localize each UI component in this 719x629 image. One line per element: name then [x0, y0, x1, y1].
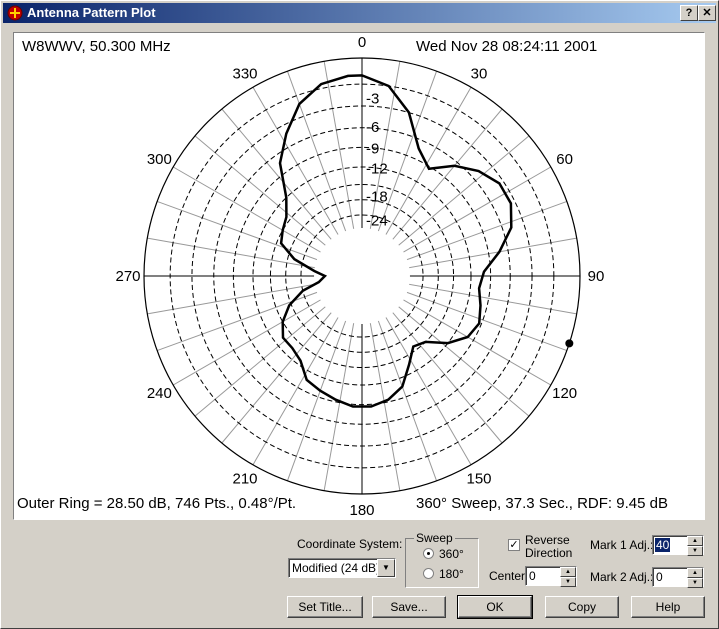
mark1-value: 40	[655, 538, 671, 552]
help-title-button[interactable]: ?	[680, 5, 698, 21]
coord-system-select[interactable]: Modified (24 dB) ▼	[288, 558, 396, 578]
grid-ring-6	[285, 199, 439, 353]
mark1-input[interactable]: 40	[652, 535, 704, 555]
angle-label-90: 90	[588, 268, 605, 285]
mark1-spinner[interactable]: ▲ ▼	[687, 536, 703, 556]
coord-system-label: Coordinate System:	[297, 537, 403, 551]
antenna-pattern-line	[278, 74, 513, 408]
angle-label-60: 60	[556, 151, 573, 168]
center-value: 0	[529, 569, 536, 583]
sweep-label: Sweep	[414, 531, 455, 545]
chevron-down-icon[interactable]: ▼	[377, 559, 395, 577]
angle-label-30: 30	[471, 65, 488, 82]
outer-ring	[143, 57, 581, 495]
ok-button[interactable]: OK	[457, 595, 533, 619]
grid-ring-0	[169, 83, 555, 469]
ring-label-9: -9	[366, 141, 379, 158]
plot-station-label: W8WWV, 50.300 MHz	[22, 38, 171, 55]
grid-ring-7	[300, 214, 424, 338]
center-spinner[interactable]: ▲ ▼	[560, 567, 576, 587]
grid-ring-2	[213, 127, 511, 425]
direction-label: Direction	[525, 546, 573, 560]
window-title: Antenna Pattern Plot	[27, 5, 156, 20]
grid-ring-3	[232, 146, 492, 406]
app-icon	[7, 5, 23, 21]
ring-label-3: -3	[366, 91, 379, 108]
title-bar[interactable]: Antenna Pattern Plot ? ✕	[3, 3, 716, 23]
reverse-direction-checkbox[interactable]: ✓	[508, 539, 520, 551]
reverse-label: Reverse	[525, 533, 570, 547]
ring-label-6: -6	[366, 119, 379, 136]
grid-ring-1	[191, 105, 533, 447]
angle-label-180: 180	[349, 502, 374, 519]
mark2-value: 0	[656, 570, 663, 584]
mark1-label: Mark 1 Adj.:	[590, 538, 654, 552]
sweep-group: Sweep	[405, 531, 479, 588]
sweep-180-label: 180°	[439, 567, 464, 581]
save-button[interactable]: Save...	[372, 596, 446, 618]
plot-sweep-label: 360° Sweep, 37.3 Sec., RDF: 9.45 dB	[416, 495, 668, 512]
grid-ring-4	[252, 166, 472, 386]
mark-point	[565, 339, 574, 348]
angle-label-210: 210	[232, 471, 257, 488]
ring-label-24: -24	[366, 213, 388, 230]
polar-chart-svg: 0 30 60 90 120 150 180 210 240 270 300 330 -3 -6 -9 -12…	[17, 34, 668, 519]
plot-outer-ring-label: Outer Ring = 28.50 dB, 746 Pts., 0.48°/P…	[17, 495, 296, 512]
center-disc	[314, 228, 410, 324]
set-title-button[interactable]: Set Title...	[287, 596, 363, 618]
polar-plot: 0 30 60 90 120 150 180 210 240 270 300 330 -3 -6 -9 -12…	[13, 32, 705, 520]
coord-system-value: Modified (24 dB)	[292, 561, 381, 575]
angle-label-150: 150	[466, 471, 491, 488]
copy-button[interactable]: Copy	[545, 596, 619, 618]
angle-label-120: 120	[552, 385, 577, 402]
angle-label-270: 270	[115, 268, 140, 285]
plot-date-label: Wed Nov 28 08:24:11 2001	[416, 38, 597, 55]
center-label: Center:	[489, 569, 529, 583]
help-button[interactable]: Help	[631, 596, 705, 618]
mark2-label: Mark 2 Adj.:	[590, 570, 654, 584]
angle-label-330: 330	[232, 65, 257, 82]
ring-label-18: -18	[366, 189, 388, 206]
angle-label-300: 300	[147, 151, 172, 168]
sweep-360-label: 360°	[439, 547, 464, 561]
ring-label-12: -12	[366, 160, 388, 177]
angle-label-240: 240	[147, 385, 172, 402]
close-button[interactable]: ✕	[698, 5, 716, 21]
mark2-spinner[interactable]: ▲ ▼	[687, 568, 703, 588]
grid-ring-5	[269, 183, 455, 369]
sweep-180-radio[interactable]	[423, 568, 434, 579]
sweep-360-radio[interactable]	[423, 548, 434, 559]
angle-label-0: 0	[358, 34, 366, 51]
